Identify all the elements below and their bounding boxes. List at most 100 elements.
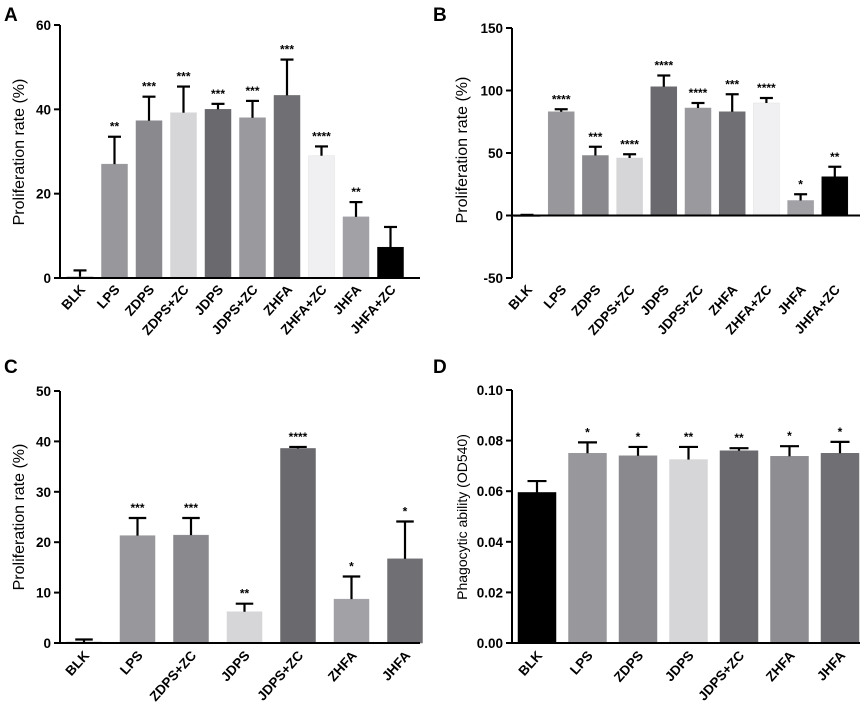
y-tick-label: 0.06 — [477, 484, 504, 499]
bar — [517, 492, 557, 644]
y-tick-label: 30 — [36, 485, 51, 500]
y-tick-label: 0.08 — [477, 434, 504, 449]
significance-label: **** — [620, 137, 639, 151]
x-category-label: ZDPS — [611, 648, 646, 685]
significance-label: **** — [289, 430, 308, 444]
significance-label: *** — [245, 84, 259, 98]
y-tick-label: 40 — [36, 102, 51, 117]
x-category-label: BLK — [59, 282, 89, 313]
panel-letter: A — [4, 5, 18, 26]
x-category-label: BLK — [63, 648, 93, 679]
bar — [280, 448, 316, 644]
x-category-label: LPS — [94, 282, 123, 312]
x-category-label: ZHFA — [763, 648, 798, 684]
y-tick-label: 0.04 — [477, 535, 504, 550]
x-category-label: ZHFA — [325, 648, 360, 684]
bar — [387, 558, 423, 644]
panel-letter: B — [433, 5, 447, 26]
x-category-label: LPS — [541, 282, 570, 312]
bar — [273, 95, 301, 279]
significance-label: **** — [552, 92, 571, 106]
bar — [135, 120, 163, 279]
significance-label: ** — [830, 150, 840, 164]
panel-letter: D — [433, 357, 447, 378]
y-tick-label: 0 — [43, 636, 51, 651]
significance-label: **** — [654, 59, 673, 73]
bar — [821, 176, 849, 216]
y-axis-label: Phagocytic ability (OD540) — [454, 434, 470, 600]
bar — [333, 598, 370, 644]
x-category-label: JHFA — [379, 648, 413, 684]
bar — [226, 611, 263, 644]
y-tick-label: 20 — [36, 187, 51, 202]
bar — [170, 112, 197, 279]
significance-label: *** — [211, 87, 225, 101]
bar — [547, 111, 575, 216]
significance-label: *** — [176, 70, 190, 84]
bar — [568, 453, 607, 644]
bar — [770, 456, 809, 644]
significance-label: **** — [689, 86, 708, 100]
significance-label: ** — [351, 185, 361, 199]
significance-label: * — [838, 425, 843, 439]
significance-label: *** — [130, 501, 144, 515]
x-category-label: LPS — [117, 648, 146, 678]
bar — [239, 117, 266, 279]
bar — [820, 453, 860, 644]
bar — [719, 450, 759, 644]
y-tick-label: 0.02 — [477, 585, 503, 600]
bar — [616, 157, 643, 216]
bar — [342, 216, 370, 279]
bar — [787, 200, 814, 216]
y-axis-label: Proliferation rate (%) — [454, 77, 471, 224]
y-tick-label: 150 — [480, 21, 503, 36]
significance-label: **** — [312, 129, 331, 143]
x-category-label: JDPS+ZC — [695, 648, 747, 704]
significance-label: * — [585, 425, 590, 439]
bar — [308, 155, 335, 279]
significance-label: *** — [142, 80, 156, 94]
significance-label: ** — [240, 587, 250, 601]
bar — [669, 459, 708, 644]
x-category-label: ZDPS+ZC — [147, 648, 200, 704]
significance-label: *** — [184, 501, 198, 515]
y-axis-label: Proliferation rate (%) — [11, 79, 28, 226]
bar — [582, 155, 609, 216]
y-tick-label: 20 — [36, 535, 51, 550]
bar — [684, 107, 712, 216]
bar — [204, 109, 232, 279]
y-tick-label: 10 — [36, 586, 51, 601]
bar — [119, 535, 156, 644]
significance-label: ** — [684, 430, 694, 444]
panel-a: A Proliferation rate (%) 0 20 40 60 BLK ** LPS **… — [4, 5, 420, 338]
bar — [753, 102, 780, 216]
significance-label: * — [798, 177, 803, 191]
panel-letter: C — [4, 357, 18, 378]
significance-label: * — [787, 429, 792, 443]
significance-label: *** — [725, 77, 739, 91]
significance-label: * — [349, 559, 354, 573]
significance-label: ** — [110, 120, 120, 134]
y-tick-label: 50 — [36, 384, 51, 399]
y-tick-label: 0 — [43, 271, 51, 286]
y-axis-label: Proliferation rate (%) — [11, 444, 28, 591]
y-tick-label: 60 — [36, 18, 51, 33]
significance-label: **** — [757, 81, 776, 95]
x-category-label: JDPS — [662, 648, 697, 684]
bar — [173, 534, 209, 644]
significance-label: ** — [734, 431, 744, 445]
significance-label: *** — [588, 130, 602, 144]
y-tick-label: 0.00 — [477, 636, 503, 651]
x-category-label: JDPS — [218, 648, 253, 684]
y-tick-label: 0.10 — [477, 383, 503, 398]
significance-label: * — [636, 430, 641, 444]
x-category-label: BLK — [516, 648, 546, 679]
bar — [377, 246, 404, 279]
x-category-label: JDPS+ZC — [254, 648, 306, 704]
y-tick-label: 40 — [36, 434, 51, 449]
x-category-label: BLK — [506, 282, 536, 313]
x-category-label: JHFA — [814, 648, 848, 684]
y-tick-label: 100 — [480, 84, 503, 99]
